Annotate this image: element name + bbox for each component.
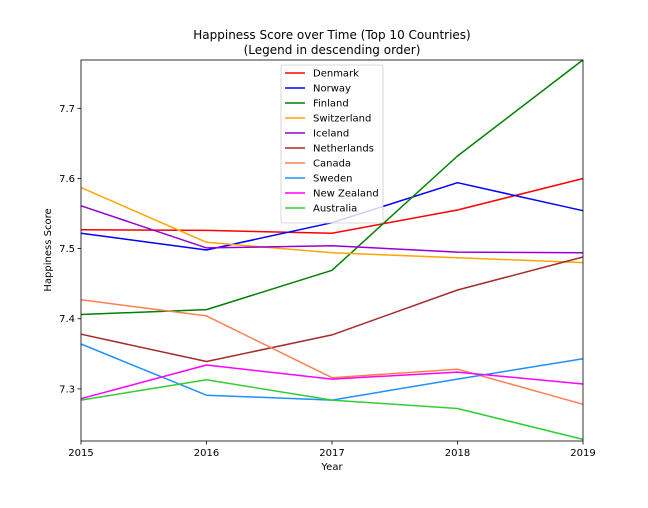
legend-label-new-zealand: New Zealand bbox=[313, 189, 379, 200]
series-line-sweden bbox=[80, 343, 584, 401]
legend-label-finland: Finland bbox=[313, 99, 349, 110]
x-tick-label: 2016 bbox=[194, 448, 219, 459]
y-tick-label: 7.5 bbox=[59, 244, 75, 255]
series-line-new-zealand bbox=[80, 364, 584, 400]
series-line-denmark bbox=[80, 177, 584, 234]
legend-label-norway: Norway bbox=[313, 84, 351, 95]
y-tick-label: 7.4 bbox=[59, 314, 75, 325]
legend: Denmark Norway Finland Switzerland Iceland Ne… bbox=[280, 64, 384, 224]
legend-box bbox=[280, 64, 384, 224]
legend-label-netherlands: Netherlands bbox=[313, 144, 374, 155]
x-tick-label: 2015 bbox=[68, 448, 93, 459]
y-tick-label: 7.6 bbox=[59, 174, 75, 185]
y-axis-label: Happiness Score bbox=[43, 208, 54, 291]
y-tick-label: 7.7 bbox=[59, 104, 75, 115]
series-line-australia bbox=[80, 379, 584, 441]
chart-title: Happiness Score over Time (Top 10 Countr… bbox=[193, 28, 470, 42]
legend-label-switzerland: Switzerland bbox=[313, 114, 371, 125]
y-tick-label: 7.3 bbox=[59, 384, 75, 395]
series-line-switzerland bbox=[80, 186, 584, 264]
x-tick-label: 2019 bbox=[570, 448, 595, 459]
x-tick-label: 2017 bbox=[319, 448, 344, 459]
x-axis-label: Year bbox=[320, 462, 343, 473]
series-line-iceland bbox=[80, 205, 584, 254]
legend-label-iceland: Iceland bbox=[313, 129, 349, 140]
legend-label-canada: Canada bbox=[313, 159, 351, 170]
legend-label-denmark: Denmark bbox=[313, 69, 359, 80]
x-tick-label: 2018 bbox=[445, 448, 470, 459]
legend-label-sweden: Sweden bbox=[313, 174, 353, 185]
chart-subtitle: (Legend in descending order) bbox=[244, 43, 421, 57]
axes-layer: 2015 2016 2017 2018 2019 7.3 7.4 7.5 7.6 7.7 bbox=[59, 59, 596, 459]
series-layer bbox=[80, 59, 584, 441]
legend-label-australia: Australia bbox=[313, 204, 357, 215]
series-line-netherlands bbox=[80, 256, 584, 363]
series-line-canada bbox=[80, 299, 584, 406]
